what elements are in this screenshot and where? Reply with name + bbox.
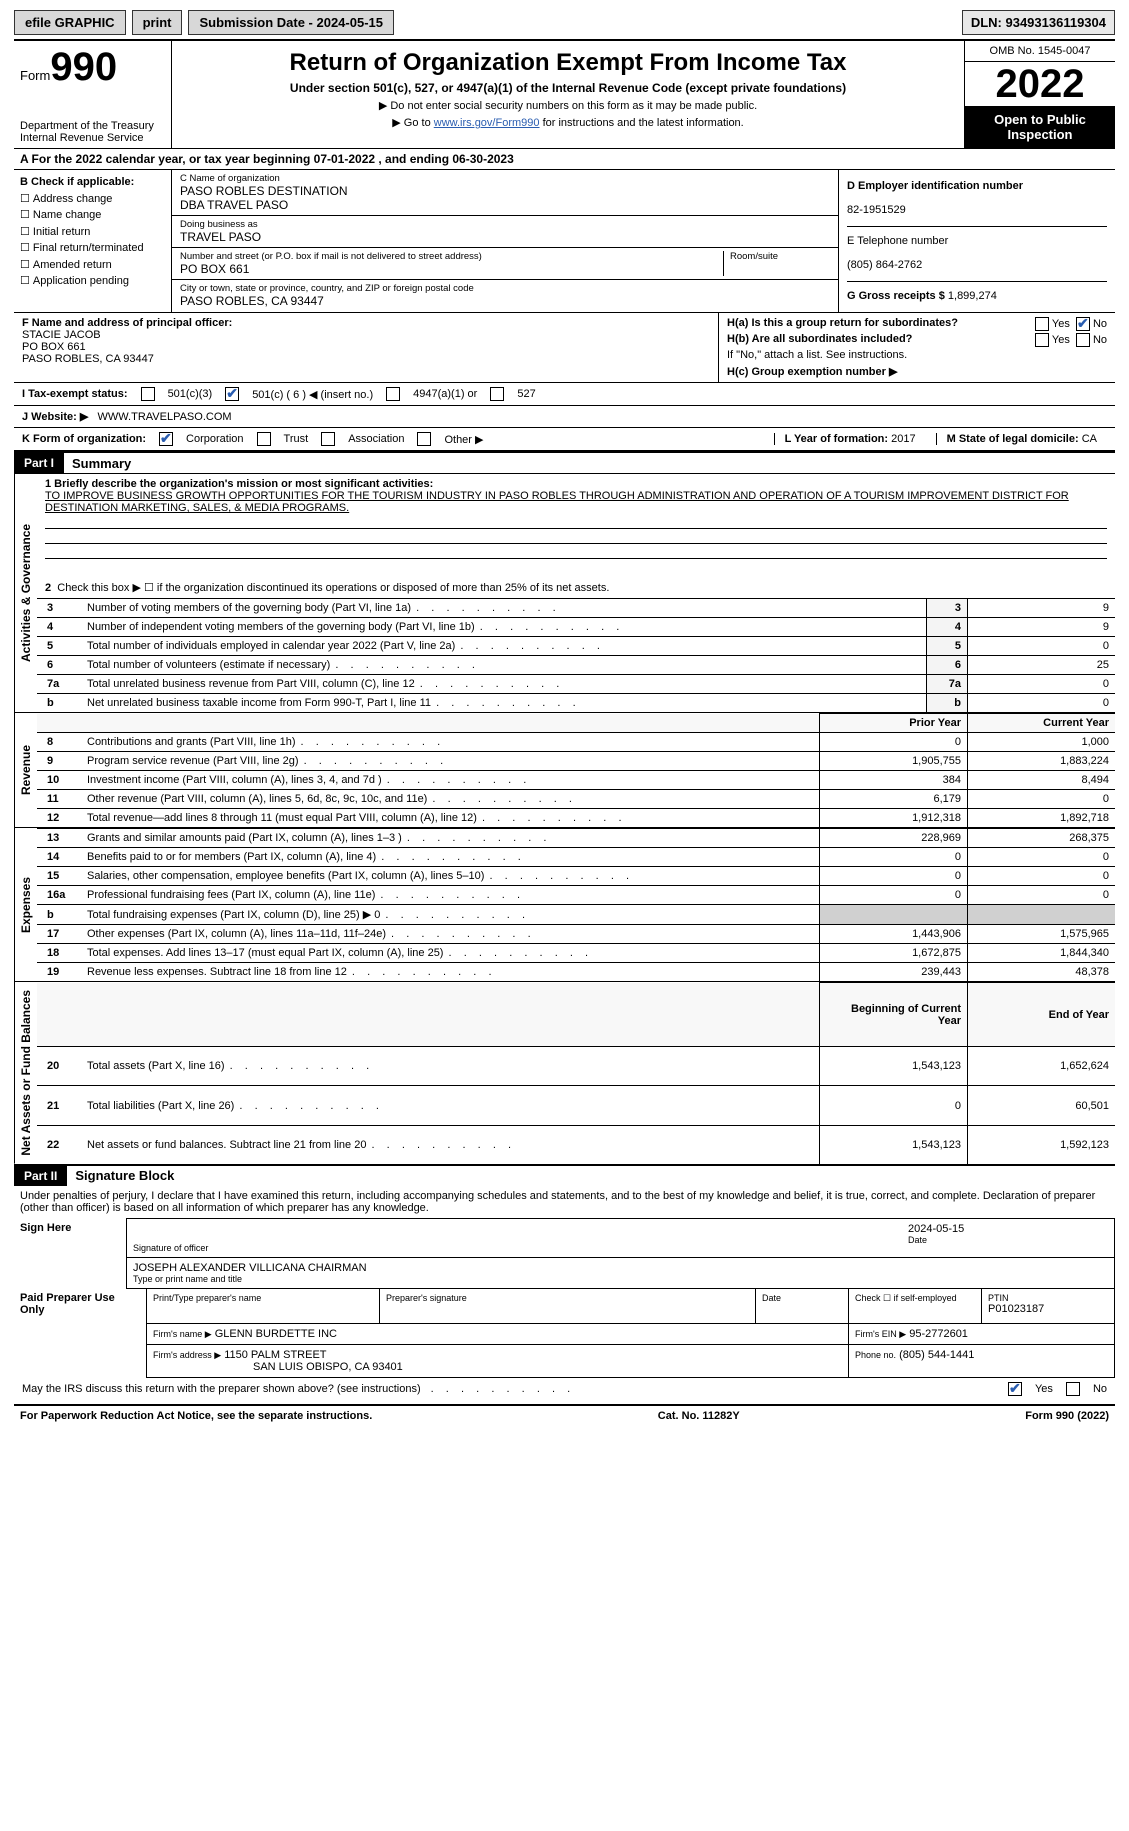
submission-date: Submission Date - 2024-05-15 [188,10,394,35]
state-domicile: CA [1082,433,1097,445]
footer-center: Cat. No. 11282Y [658,1410,740,1422]
print-button[interactable]: print [132,10,183,35]
signature-date: 2024-05-15 [908,1223,1108,1235]
revenue-table: Prior YearCurrent Year8Contributions and… [37,713,1115,827]
paid-preparer-label: Paid Preparer Use Only [14,1288,147,1377]
gross-receipts-label: G Gross receipts $ [847,290,945,302]
form-title: Return of Organization Exempt From Incom… [182,49,954,77]
section-f: F Name and address of principal officer:… [14,313,719,382]
part2-header: Part II [14,1166,67,1186]
tab-activities: Activities & Governance [14,474,37,712]
phone-label: E Telephone number [847,235,948,247]
phone-value: (805) 864-2762 [847,259,922,271]
sign-here-label: Sign Here [14,1218,127,1288]
irs-link[interactable]: www.irs.gov/Form990 [434,117,540,129]
part1-title: Summary [64,456,131,471]
ptin-value: P01023187 [988,1303,1108,1315]
footer-left: For Paperwork Reduction Act Notice, see … [20,1410,372,1422]
street-address: PO BOX 661 [180,262,723,276]
dba-name: TRAVEL PASO [180,230,830,244]
tab-expenses: Expenses [14,828,37,981]
expenses-table: 13Grants and similar amounts paid (Part … [37,828,1115,981]
dept-label: Department of the Treasury Internal Reve… [20,120,165,144]
section-a: A For the 2022 calendar year, or tax yea… [14,148,1115,169]
part2-title: Signature Block [67,1168,174,1183]
part1-header: Part I [14,453,64,473]
tab-netassets: Net Assets or Fund Balances [14,982,37,1164]
form-number: Form990 [20,45,165,90]
efile-button[interactable]: efile GRAPHIC [14,10,126,35]
netassets-table: Beginning of Current YearEnd of Year20To… [37,982,1115,1164]
org-name: PASO ROBLES DESTINATION DBA TRAVEL PASO [180,184,830,212]
ein-label: D Employer identification number [847,180,1023,192]
website-value: WWW.TRAVELPASO.COM [98,411,232,423]
footer-right: Form 990 (2022) [1025,1410,1109,1422]
officer-name: STACIE JACOB [22,329,101,341]
dln-label: DLN: 93493136119304 [962,10,1115,35]
mission-text: TO IMPROVE BUSINESS GROWTH OPPORTUNITIES… [45,490,1069,514]
firm-phone: (805) 544-1441 [899,1349,974,1361]
section-c: C Name of organization PASO ROBLES DESTI… [172,170,838,312]
ein-value: 82-1951529 [847,204,906,216]
governance-table: 3Number of voting members of the governi… [37,598,1115,712]
line-i: I Tax-exempt status: 501(c)(3) 501(c) ( … [14,382,1115,405]
section-b: B Check if applicable: ☐ Address change … [14,170,172,312]
signer-name-title: JOSEPH ALEXANDER VILLICANA CHAIRMAN [133,1262,1108,1274]
mission-label: 1 Briefly describe the organization's mi… [45,478,433,490]
line-k: K Form of organization: Corporation Trus… [14,427,1115,452]
discuss-question: May the IRS discuss this return with the… [22,1383,421,1395]
form-note1: ▶ Do not enter social security numbers o… [182,99,954,112]
form-subtitle: Under section 501(c), 527, or 4947(a)(1)… [182,81,954,95]
firm-ein: 95-2772601 [909,1328,968,1340]
line-j: J Website: ▶ WWW.TRAVELPASO.COM [14,405,1115,427]
open-public-badge: Open to Public Inspection [965,106,1115,148]
penalty-text: Under penalties of perjury, I declare th… [14,1186,1115,1218]
section-h: H(a) Is this a group return for subordin… [719,313,1115,382]
tab-revenue: Revenue [14,713,37,827]
city-state-zip: PASO ROBLES, CA 93447 [180,294,830,308]
year-formation: 2017 [891,433,915,445]
firm-name: GLENN BURDETTE INC [215,1328,337,1340]
tax-year: 2022 [965,62,1115,106]
line2-text: Check this box ▶ ☐ if the organization d… [57,582,609,594]
form-note2: ▶ Go to www.irs.gov/Form990 for instruct… [182,116,954,129]
firm-address: 1150 PALM STREET [224,1349,326,1361]
gross-receipts-value: 1,899,274 [948,290,997,302]
omb-number: OMB No. 1545-0047 [965,41,1115,62]
